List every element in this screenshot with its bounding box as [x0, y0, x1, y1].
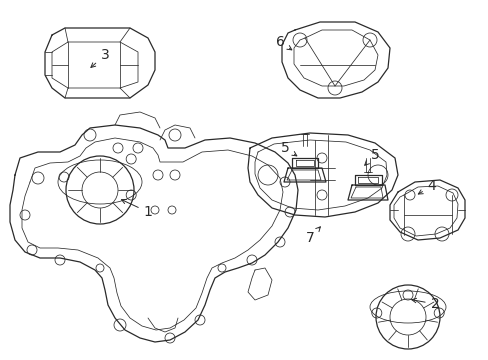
- Text: 3: 3: [91, 48, 109, 67]
- Text: 1: 1: [121, 199, 152, 219]
- Text: 7: 7: [305, 227, 320, 245]
- Text: 5: 5: [280, 141, 296, 156]
- Text: 6: 6: [275, 35, 291, 50]
- Text: 4: 4: [417, 179, 435, 194]
- Text: 5: 5: [364, 148, 379, 165]
- Text: 2: 2: [411, 297, 439, 311]
